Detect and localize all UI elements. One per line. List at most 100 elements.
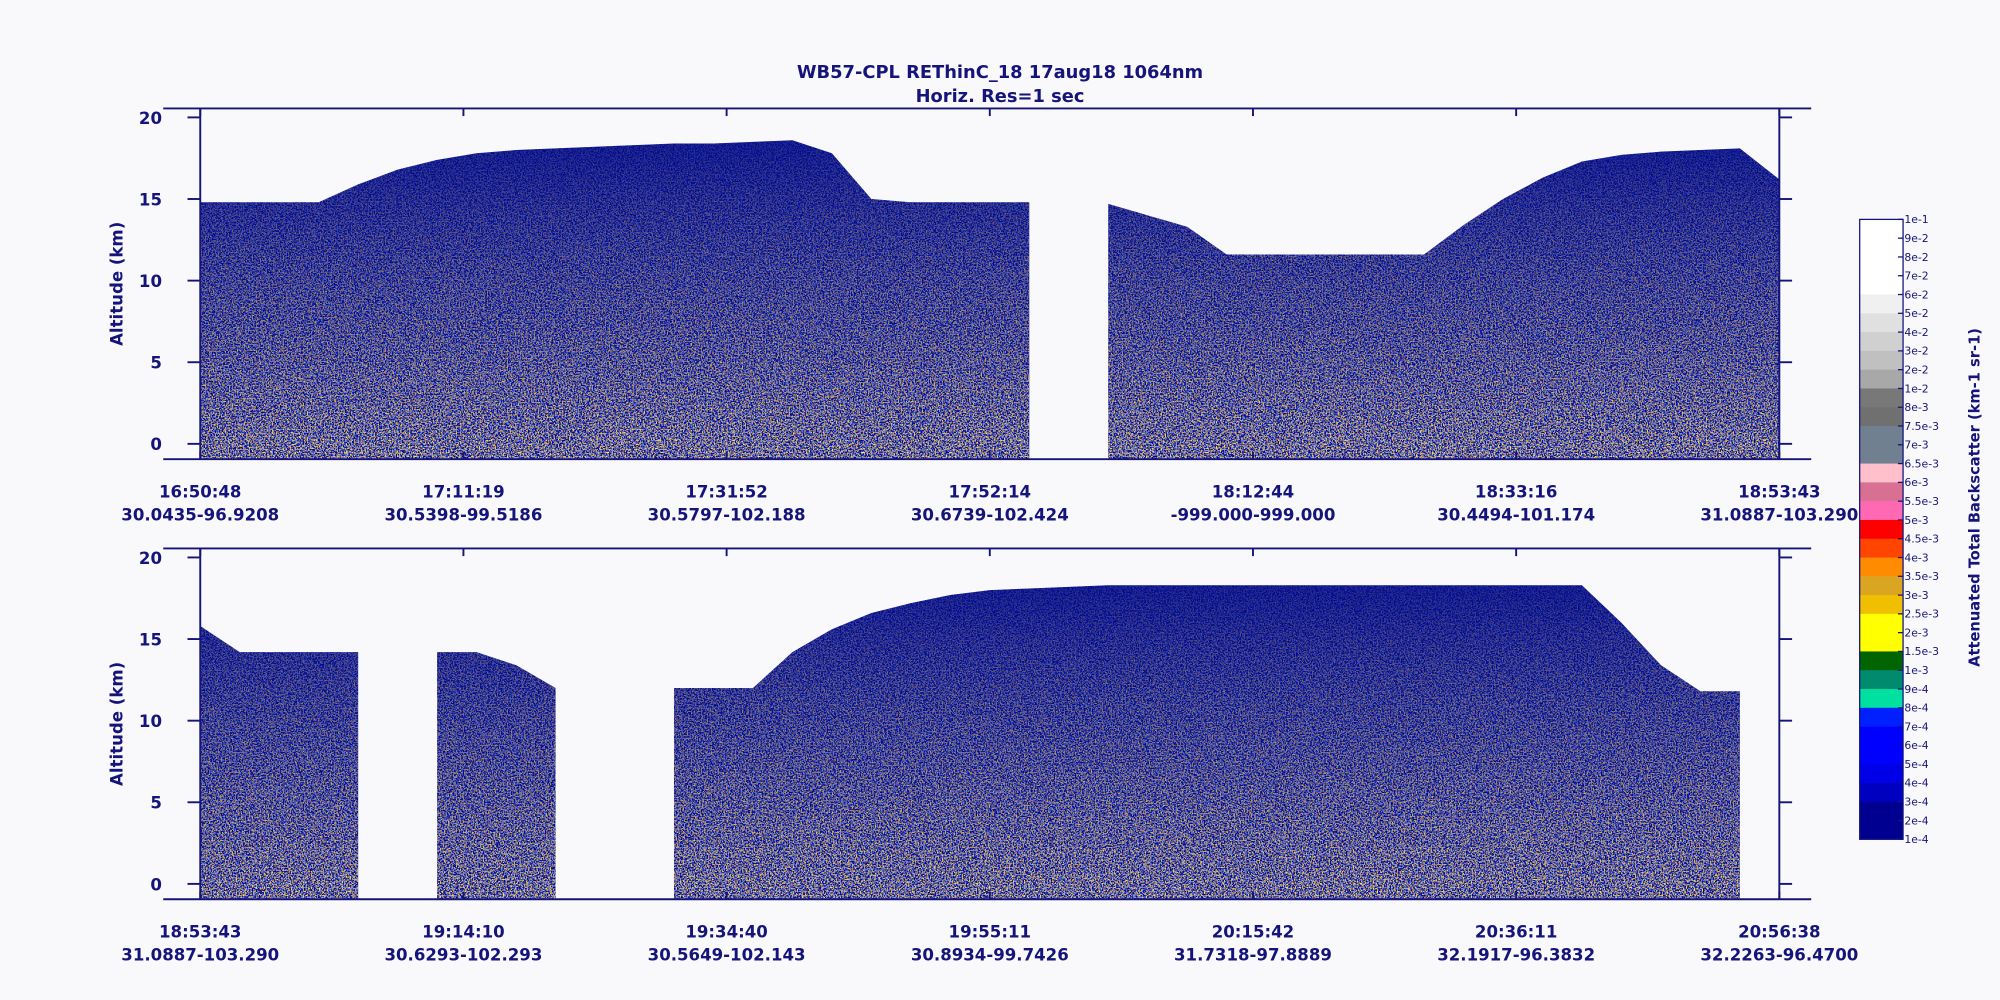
colorbar-tick-label: 5e-4 bbox=[1904, 758, 1928, 771]
x-tick-time: 17:52:14 bbox=[949, 482, 1031, 501]
backscatter-speckle bbox=[200, 585, 1740, 900]
backscatter-speckle bbox=[200, 140, 1780, 460]
colorbar-cell bbox=[1859, 782, 1904, 803]
colorbar-cell bbox=[1859, 689, 1904, 709]
y-tick-label: 10 bbox=[139, 272, 162, 291]
colorbar-cell bbox=[1859, 219, 1904, 239]
colorbar-tick-label: 8e-2 bbox=[1904, 251, 1928, 264]
colorbar-tick-label: 7.5e-3 bbox=[1904, 420, 1939, 433]
x-tick-location: 30.8934-99.7426 bbox=[911, 945, 1069, 964]
colorbar-tick-label: 1e-1 bbox=[1904, 213, 1928, 226]
y-tick-label: 5 bbox=[150, 354, 162, 373]
x-tick-time: 20:36:11 bbox=[1475, 923, 1557, 942]
chart-title: WB57-CPL REThinC_18 17aug18 1064nm bbox=[797, 62, 1203, 83]
x-tick-time: 18:12:44 bbox=[1212, 482, 1294, 501]
x-tick-location: 32.2263-96.4700 bbox=[1700, 945, 1858, 964]
colorbar-tick-label: 5.5e-3 bbox=[1904, 495, 1939, 508]
colorbar-cell bbox=[1859, 256, 1904, 277]
colorbar-cell bbox=[1859, 726, 1904, 746]
x-tick-time: 18:33:16 bbox=[1475, 482, 1557, 501]
colorbar-cell bbox=[1859, 313, 1904, 333]
colorbar-tick-label: 6e-4 bbox=[1904, 739, 1928, 752]
colorbar-cell bbox=[1859, 426, 1904, 446]
colorbar-cell bbox=[1859, 350, 1904, 371]
colorbar-frame bbox=[1859, 218, 1904, 840]
colorbar-cell bbox=[1859, 388, 1904, 408]
colorbar-cell bbox=[1859, 519, 1904, 540]
colorbar-tick-label: 9e-2 bbox=[1904, 232, 1928, 245]
colorbar-cell bbox=[1859, 651, 1904, 671]
colorbar-tick-label: 6.5e-3 bbox=[1904, 457, 1939, 470]
colorbar-tick-label: 8e-3 bbox=[1904, 401, 1928, 414]
colorbar-tick-label: 6e-2 bbox=[1904, 288, 1928, 301]
colorbar-tick-label: 3e-3 bbox=[1904, 589, 1928, 602]
colorbar-tick-label: 9e-4 bbox=[1904, 683, 1928, 696]
chart-subtitle: Horiz. Res=1 sec bbox=[916, 86, 1085, 107]
colorbar-tick-label: 2.5e-3 bbox=[1904, 608, 1939, 621]
colorbar-cell bbox=[1859, 670, 1904, 690]
colorbar-tick-label: 4.5e-3 bbox=[1904, 533, 1939, 546]
y-tick-label: 20 bbox=[139, 549, 162, 568]
x-tick-location: 30.6739-102.424 bbox=[911, 505, 1069, 524]
y-axis-label: Altitude (km) bbox=[107, 662, 126, 786]
colorbar-cell bbox=[1859, 613, 1904, 634]
colorbar-cell bbox=[1859, 463, 1904, 483]
colorbar-tick-label: 2e-2 bbox=[1904, 363, 1928, 376]
x-tick-time: 18:53:43 bbox=[1738, 482, 1820, 501]
colorbar-tick-label: 5e-2 bbox=[1904, 307, 1928, 320]
y-tick-label: 15 bbox=[139, 630, 162, 649]
x-tick-time: 20:56:38 bbox=[1738, 923, 1820, 942]
colorbar-cell bbox=[1859, 444, 1904, 464]
colorbar-cell bbox=[1859, 632, 1904, 652]
y-tick-label: 10 bbox=[139, 712, 162, 731]
x-tick-location: 30.5797-102.188 bbox=[648, 505, 806, 524]
colorbar-cell bbox=[1859, 275, 1904, 295]
colorbar-tick-label: 5e-3 bbox=[1904, 514, 1928, 527]
colorbar-cell bbox=[1859, 332, 1904, 352]
colorbar-tick-label: 2e-4 bbox=[1904, 814, 1928, 827]
y-tick-label: 5 bbox=[150, 794, 162, 813]
y-tick-label: 0 bbox=[150, 435, 162, 454]
colorbar-cell bbox=[1859, 764, 1904, 784]
speckle bbox=[200, 140, 1780, 460]
x-tick-location: 31.0887-103.290 bbox=[1700, 505, 1858, 524]
colorbar-cell bbox=[1859, 801, 1904, 821]
colorbar-cell bbox=[1859, 820, 1904, 840]
colorbar-cell bbox=[1859, 294, 1904, 314]
colorbar-tick-label: 4e-4 bbox=[1904, 777, 1928, 790]
colorbar-tick-label: 3e-4 bbox=[1904, 796, 1928, 809]
colorbar-tick-label: 3e-2 bbox=[1904, 345, 1928, 358]
x-tick-time: 17:31:52 bbox=[685, 482, 767, 501]
colorbar-cell bbox=[1859, 538, 1904, 558]
colorbar-tick-label: 2e-3 bbox=[1904, 626, 1928, 639]
colorbar-cell bbox=[1859, 369, 1904, 389]
x-tick-time: 19:34:40 bbox=[685, 923, 767, 942]
x-tick-time: 18:53:43 bbox=[159, 923, 241, 942]
colorbar-tick-label: 7e-2 bbox=[1904, 270, 1928, 283]
x-tick-location: 31.7318-97.8889 bbox=[1174, 945, 1332, 964]
colorbar-cell bbox=[1859, 501, 1904, 521]
colorbar-tick-label: 1.5e-3 bbox=[1904, 645, 1939, 658]
x-tick-location: 30.5649-102.143 bbox=[648, 945, 806, 964]
colorbar-cell bbox=[1859, 482, 1904, 502]
colorbar-tick-label: 1e-4 bbox=[1904, 833, 1928, 846]
colorbar-tick-label: 4e-2 bbox=[1904, 326, 1928, 339]
x-tick-location: 30.5398-99.5186 bbox=[384, 505, 542, 524]
colorbar-cell bbox=[1859, 576, 1904, 596]
x-tick-location: 32.1917-96.3832 bbox=[1437, 945, 1595, 964]
colorbar-tick-label: 1e-2 bbox=[1904, 382, 1928, 395]
colorbar-label: Attenuated Total Backscatter (km-1 sr-1) bbox=[1967, 328, 1984, 667]
x-tick-location: 30.6293-102.293 bbox=[384, 945, 542, 964]
x-tick-location: 30.0435-96.9208 bbox=[121, 505, 279, 524]
y-tick-label: 0 bbox=[150, 875, 162, 894]
colorbar-cell bbox=[1859, 595, 1904, 615]
x-tick-time: 17:11:19 bbox=[422, 482, 504, 501]
colorbar-tick-label: 8e-4 bbox=[1904, 702, 1928, 715]
colorbar-tick-label: 6e-3 bbox=[1904, 476, 1928, 489]
x-tick-time: 16:50:48 bbox=[159, 482, 241, 501]
colorbar-tick-label: 3.5e-3 bbox=[1904, 570, 1939, 583]
x-tick-location: 31.0887-103.290 bbox=[121, 945, 279, 964]
speckle bbox=[200, 585, 1740, 900]
